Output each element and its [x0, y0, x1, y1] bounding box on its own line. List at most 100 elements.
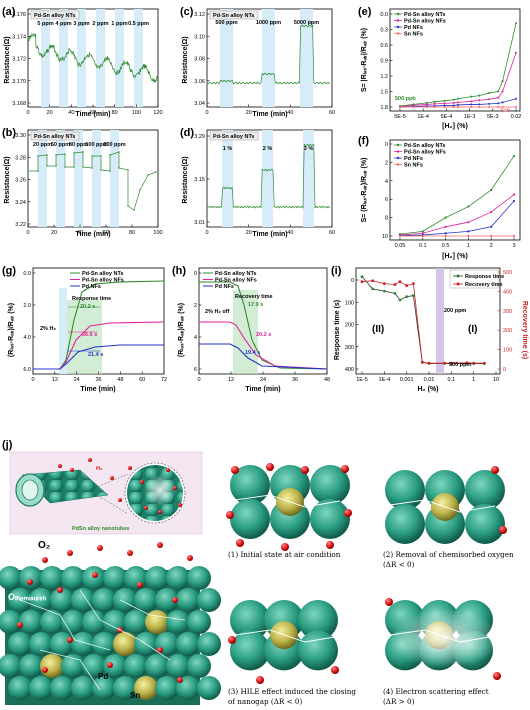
oxygen-atom: [499, 526, 507, 534]
data-point: [73, 152, 75, 154]
data-point: [321, 83, 323, 85]
data-point: [155, 79, 157, 81]
data-point: [135, 74, 137, 76]
y-tick-label: 3.15: [194, 177, 205, 183]
plot-frame: [389, 139, 521, 241]
panel-label: (g): [2, 265, 16, 277]
data-point: [111, 65, 113, 67]
pd-atom: [61, 610, 85, 634]
data-point: [252, 206, 254, 208]
data-point: [433, 106, 436, 108]
data-point: [488, 92, 491, 95]
y-tick-label: 1.8: [380, 105, 388, 111]
pd-atom: [230, 630, 270, 671]
data-point: [425, 103, 428, 106]
pd-atom: [124, 610, 148, 634]
oxygen-atom: [17, 622, 23, 628]
o2-label: O₂: [38, 540, 50, 551]
data-point: [490, 234, 493, 238]
state-1-illustration: [226, 463, 352, 551]
lattice-illustration: O₂ Oₗₕₑₘᵢₛᵤᵣₑₕ Pd Sn: [0, 540, 221, 705]
x-tick-label: 0.001: [400, 377, 414, 383]
y-tick-label: 0.9: [380, 59, 388, 65]
x-tick-label: 36: [95, 377, 101, 383]
panel-j: (j) H₂ PdSn alloy nanotubes O₂ Oₗₕₑₘᵢₛᵤᵣ…: [0, 439, 514, 706]
x-axis-label: Time (min): [245, 386, 280, 393]
pd-atom: [29, 676, 53, 700]
data-point: [490, 210, 493, 214]
data-point-response: [411, 294, 415, 297]
caption-state-2b: (ΔR < 0): [383, 560, 415, 569]
oxygen-atom: [256, 676, 264, 684]
data-point: [307, 143, 309, 146]
concentration-label: 20 ppm: [33, 142, 52, 148]
data-point: [31, 33, 33, 35]
data-point: [211, 205, 213, 207]
panel-a: (a) Resistance(Ω) 5 ppm 4 ppm 3 ppm 2 ppm 1 …: [2, 6, 163, 118]
pd-atom: [385, 504, 425, 544]
data-point: [467, 234, 470, 238]
y-tick-label: 3.04: [194, 101, 205, 107]
annotation-t3: 19.4 s: [245, 350, 260, 356]
data-point: [488, 102, 491, 105]
data-point: [497, 96, 500, 99]
y-tick-label: 3.168: [12, 101, 26, 107]
data-point: [261, 73, 263, 75]
gas-on-band: [115, 9, 124, 107]
data-point: [218, 83, 220, 85]
data-point: [37, 170, 39, 172]
data-point: [208, 81, 210, 83]
data-point: [79, 65, 81, 67]
data-point: [35, 46, 37, 48]
data-point: [312, 25, 314, 27]
data-point: [91, 155, 93, 157]
x-tick-label: 3: [512, 243, 515, 249]
data-point: [228, 187, 230, 189]
oxygen-atom: [92, 572, 98, 578]
pd-atom: [103, 566, 127, 590]
data-point: [254, 207, 256, 209]
oxygen-atom: [137, 582, 143, 588]
x-tick-label: 0.1: [419, 243, 427, 249]
pd-atom: [230, 600, 270, 640]
pd-atom: [134, 588, 158, 612]
y-tick-label: 1.2: [380, 74, 388, 80]
legend-marker: [396, 12, 400, 16]
data-point: [216, 81, 218, 84]
pd-atom: [92, 632, 116, 656]
pd-atom: [29, 632, 53, 656]
data-point: [399, 106, 401, 108]
annotation-recovery-time: Recovery time: [235, 294, 273, 300]
pd-atom: [465, 504, 505, 544]
data-point: [515, 22, 517, 25]
legend-marker: [396, 32, 400, 35]
annotation-500ppm: 500 ppm: [449, 362, 471, 368]
data-point: [497, 106, 500, 108]
legend-entry: Pd-Sn alloy NTs: [404, 143, 445, 149]
data-point: [273, 205, 275, 208]
y-tick-label: 3.12: [194, 12, 205, 18]
data-point: [443, 102, 446, 105]
data-point: [497, 90, 500, 93]
legend-marker: [396, 25, 400, 29]
data-point: [206, 82, 208, 84]
data-point-response: [382, 289, 386, 293]
x-tick-label: 1E-5: [356, 377, 368, 383]
y2-axis-label: Recovery time (s): [521, 301, 528, 359]
oxygen-atom: [27, 579, 33, 585]
y-axis-label: (Rₗₐₛ-Rₐᵢᵣ)/Rₐᵢᵣ (%): [8, 303, 15, 357]
x-tick-label: 5E-5: [394, 114, 406, 120]
oxygen-atom: [42, 667, 48, 673]
data-point: [288, 82, 290, 85]
x-axis-label: Time (min): [80, 386, 115, 393]
annotation-200ppm: 200 ppm: [444, 308, 466, 314]
data-point: [268, 169, 270, 171]
data-point: [295, 82, 297, 84]
data-point: [259, 205, 261, 207]
data-point: [457, 103, 459, 106]
data-point: [63, 60, 65, 62]
data-point-recovery: [382, 282, 386, 286]
pd-atom: [71, 632, 95, 656]
data-point: [75, 58, 77, 60]
data-point: [421, 234, 424, 238]
